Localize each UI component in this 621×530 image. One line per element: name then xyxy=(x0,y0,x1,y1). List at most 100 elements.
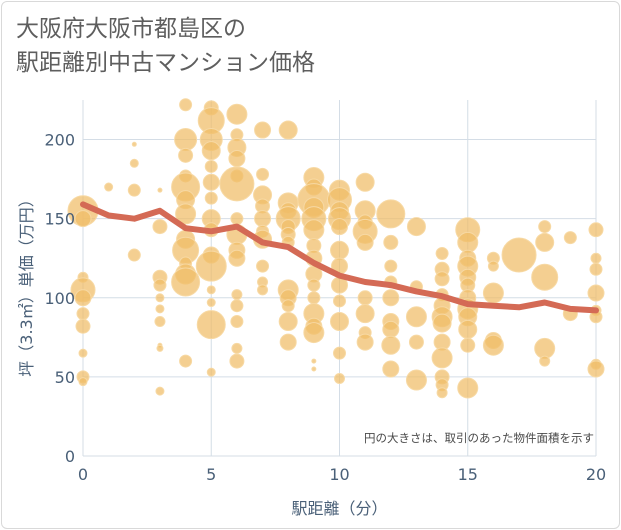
bubble-size-note: 円の大きさは、取引のあった物件面積を示す xyxy=(364,431,594,445)
data-bubble xyxy=(330,312,349,332)
data-bubble xyxy=(230,315,244,329)
data-bubble xyxy=(587,360,605,378)
data-bubble xyxy=(408,334,424,350)
data-bubble xyxy=(178,147,194,163)
data-bubble xyxy=(254,210,272,228)
data-bubble xyxy=(356,333,374,351)
data-bubble xyxy=(155,386,165,396)
data-bubble xyxy=(355,172,375,192)
data-bubble xyxy=(405,369,427,391)
data-bubble xyxy=(376,199,406,229)
data-bubble xyxy=(256,259,270,273)
data-bubble xyxy=(281,299,295,313)
data-bubble xyxy=(228,249,246,267)
data-bubble xyxy=(333,294,346,308)
data-bubble xyxy=(307,291,321,305)
x-tick-label: 5 xyxy=(206,465,216,484)
data-bubble xyxy=(155,293,165,303)
data-bubble xyxy=(458,319,478,339)
data-bubble xyxy=(382,320,400,338)
x-axis-ticks: 0 5 10 15 20 xyxy=(78,465,606,484)
data-bubble xyxy=(331,218,348,236)
data-bubble xyxy=(230,299,244,313)
data-bubble xyxy=(74,289,92,307)
data-bubble xyxy=(538,220,552,234)
data-bubble xyxy=(196,310,226,340)
y-tick-label: 100 xyxy=(44,289,75,308)
data-bubble xyxy=(256,167,270,181)
chart-title-line-1: 大阪府大阪市都島区の xyxy=(16,16,246,42)
data-bubble xyxy=(129,158,139,168)
data-bubble xyxy=(382,289,400,307)
data-bubble xyxy=(406,217,426,237)
data-bubble xyxy=(254,121,272,139)
data-bubble xyxy=(230,212,244,226)
data-bubble xyxy=(356,233,374,251)
data-bubble xyxy=(131,141,137,147)
data-bubble xyxy=(384,259,398,273)
data-bubble xyxy=(228,150,246,168)
data-bubble xyxy=(219,166,255,202)
average-price-line xyxy=(80,201,599,314)
data-bubble xyxy=(436,387,448,399)
data-bubble xyxy=(432,313,452,333)
data-bubble xyxy=(206,285,216,295)
y-tick-label: 200 xyxy=(44,131,75,150)
data-bubble xyxy=(487,260,499,272)
data-bubble xyxy=(534,337,556,359)
data-bubble xyxy=(75,318,91,334)
data-bubble xyxy=(278,120,298,140)
data-bubble xyxy=(355,304,375,324)
y-tick-label: 0 xyxy=(65,447,75,466)
y-axis-title: 坪（3.3㎡）単価（万円） xyxy=(17,191,36,376)
x-tick-label: 15 xyxy=(458,465,478,484)
data-bubble xyxy=(171,267,201,297)
data-bubble xyxy=(457,377,479,399)
data-bubble xyxy=(206,367,216,377)
y-tick-label: 50 xyxy=(55,368,75,387)
data-bubble xyxy=(589,262,603,276)
chart-title-line-2: 駅距離別中古マンション価格 xyxy=(16,50,315,76)
data-bubble xyxy=(229,353,245,369)
data-bubble xyxy=(535,232,555,252)
data-bubble xyxy=(154,316,166,328)
data-bubble xyxy=(155,304,165,314)
data-bubble xyxy=(311,366,317,372)
data-bubble xyxy=(383,234,399,250)
data-bubble xyxy=(405,306,427,328)
data-bubble xyxy=(202,173,220,191)
data-bubble xyxy=(175,203,197,225)
data-bubble xyxy=(204,191,218,205)
data-bubble xyxy=(179,354,193,368)
data-bubble xyxy=(152,219,168,235)
data-bubble xyxy=(457,231,479,253)
y-axis-ticks: 0 50 100 150 200 xyxy=(44,131,75,466)
x-tick-label: 20 xyxy=(586,465,606,484)
data-bubble xyxy=(231,342,243,354)
data-bubble xyxy=(531,263,559,291)
data-bubble xyxy=(78,348,88,358)
data-bubble xyxy=(334,372,345,384)
data-bubble xyxy=(201,141,221,161)
data-bubble xyxy=(460,337,476,353)
data-bubble xyxy=(303,219,325,241)
data-bubble xyxy=(482,282,504,304)
data-bubble xyxy=(179,98,193,112)
data-bubble xyxy=(153,278,167,292)
data-bubble xyxy=(231,289,243,301)
data-bubble xyxy=(333,346,346,360)
data-bubble xyxy=(303,322,325,344)
data-bubble xyxy=(104,182,114,192)
x-tick-label: 0 xyxy=(78,465,88,484)
data-bubble xyxy=(587,284,605,302)
data-bubble xyxy=(127,183,141,197)
data-bubble xyxy=(195,250,227,282)
data-bubble xyxy=(588,222,604,238)
data-bubble xyxy=(157,187,163,193)
data-bubble xyxy=(501,237,537,273)
data-bubble xyxy=(590,252,602,264)
data-bubble xyxy=(435,246,449,260)
data-bubble xyxy=(382,360,400,378)
data-bubble xyxy=(78,377,88,387)
x-tick-label: 10 xyxy=(329,465,349,484)
